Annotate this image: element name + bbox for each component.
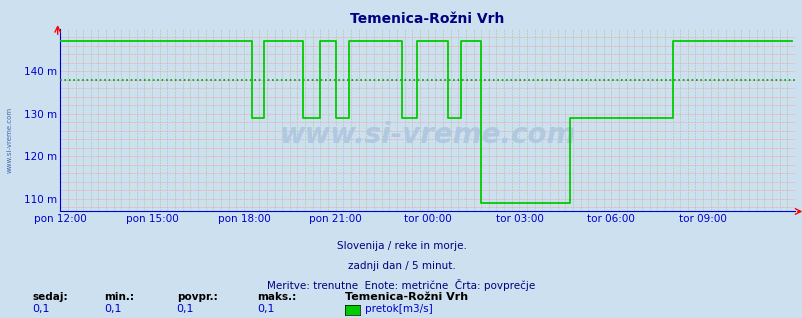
Text: sedaj:: sedaj: [32,292,67,301]
Text: Meritve: trenutne  Enote: metrične  Črta: povprečje: Meritve: trenutne Enote: metrične Črta: … [267,279,535,291]
Text: pretok[m3/s]: pretok[m3/s] [365,304,432,314]
Text: 0,1: 0,1 [257,304,274,314]
Text: 0,1: 0,1 [104,304,122,314]
Text: Slovenija / reke in morje.: Slovenija / reke in morje. [336,241,466,252]
Text: Temenica-Rožni Vrh: Temenica-Rožni Vrh [345,292,468,301]
Text: povpr.:: povpr.: [176,292,217,301]
Text: www.si-vreme.com: www.si-vreme.com [6,107,13,173]
Text: min.:: min.: [104,292,134,301]
Text: zadnji dan / 5 minut.: zadnji dan / 5 minut. [347,260,455,271]
Text: www.si-vreme.com: www.si-vreme.com [279,121,575,149]
Text: 0,1: 0,1 [32,304,50,314]
Title: Temenica-Rožni Vrh: Temenica-Rožni Vrh [350,12,504,26]
Text: 0,1: 0,1 [176,304,194,314]
Text: maks.:: maks.: [257,292,296,301]
